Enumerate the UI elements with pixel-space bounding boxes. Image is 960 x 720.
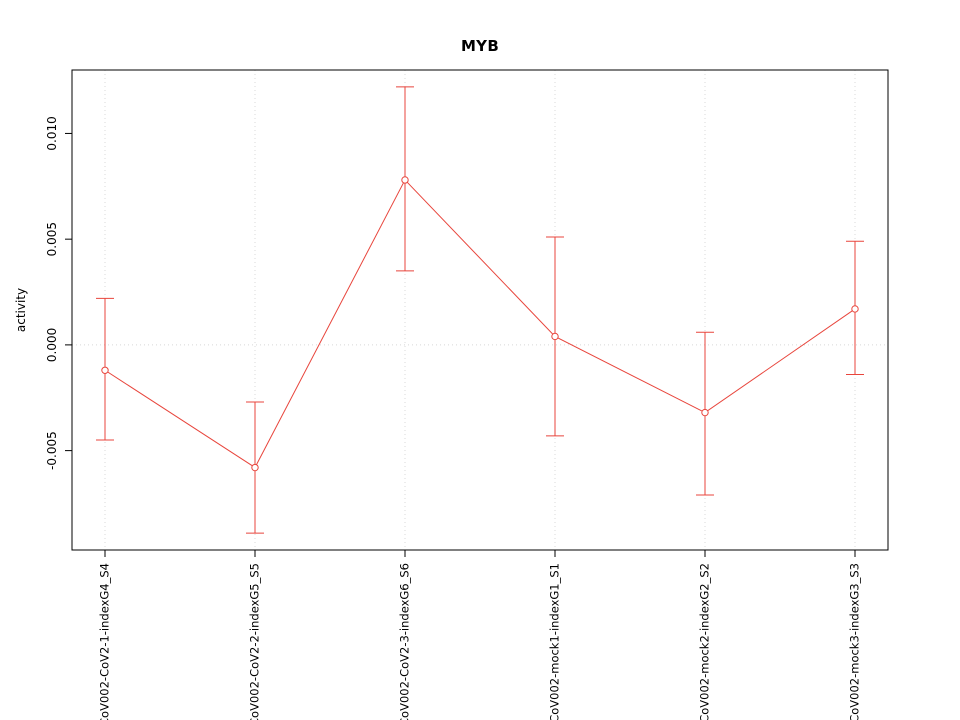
x-tick-label: CoV002-CoV2-1-indexG4_S4 (98, 563, 112, 720)
data-point (101, 366, 109, 374)
data-point (401, 176, 409, 184)
data-point (251, 463, 259, 472)
y-tick-label: 0.005 (45, 222, 59, 256)
series-line (104, 179, 856, 469)
y-axis-label: activity (14, 287, 28, 333)
y-tick-label: -0.005 (45, 431, 59, 470)
x-tick-label: CoV002-CoV2-3-indexG6_S6 (398, 563, 412, 720)
data-point (551, 332, 559, 341)
x-tick-label: CoV002-CoV2-2-indexG5_S5 (248, 563, 262, 720)
x-tick-label: CoV002-mock2-indexG2_S2 (698, 563, 712, 720)
x-tick-label: CoV002-mock3-indexG3_S3 (848, 563, 862, 720)
data-point (851, 305, 859, 313)
y-tick-label: 0.010 (45, 116, 59, 150)
data-point (701, 408, 709, 417)
y-tick-label: 0.000 (45, 328, 59, 362)
chart-title: MYB (460, 37, 500, 55)
plot-border (71, 69, 889, 551)
x-tick-label: CoV002-mock1-indexG1_S1 (548, 563, 562, 720)
